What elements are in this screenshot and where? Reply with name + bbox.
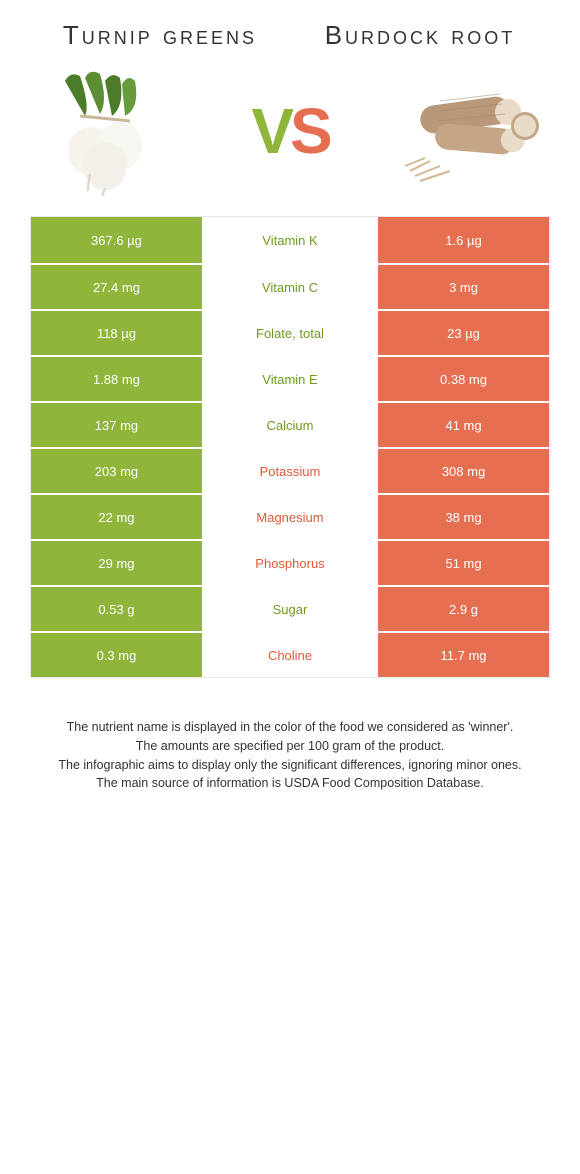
food-right-image xyxy=(390,66,550,196)
nutrient-label: Phosphorus xyxy=(202,541,378,585)
nutrient-label: Magnesium xyxy=(202,495,378,539)
footnote-line: The amounts are specified per 100 gram o… xyxy=(40,737,540,756)
nutrient-left-value: 1.88 mg xyxy=(31,357,202,401)
nutrient-left-value: 29 mg xyxy=(31,541,202,585)
hero-row: VS xyxy=(30,66,550,196)
nutrient-table: 367.6 µgVitamin K1.6 µg27.4 mgVitamin C3… xyxy=(30,216,550,678)
nutrient-label: Sugar xyxy=(202,587,378,631)
nutrient-right-value: 38 mg xyxy=(378,495,549,539)
table-row: 0.53 gSugar2.9 g xyxy=(31,585,549,631)
nutrient-right-value: 1.6 µg xyxy=(378,217,549,263)
footnote-line: The main source of information is USDA F… xyxy=(40,774,540,793)
nutrient-label: Vitamin K xyxy=(202,217,378,263)
nutrient-right-value: 23 µg xyxy=(378,311,549,355)
nutrient-left-value: 0.3 mg xyxy=(31,633,202,677)
nutrient-right-value: 51 mg xyxy=(378,541,549,585)
footnotes: The nutrient name is displayed in the co… xyxy=(30,718,550,823)
table-row: 22 mgMagnesium38 mg xyxy=(31,493,549,539)
nutrient-right-value: 0.38 mg xyxy=(378,357,549,401)
nutrient-left-value: 0.53 g xyxy=(31,587,202,631)
vs-label: VS xyxy=(251,94,328,168)
footnote-line: The infographic aims to display only the… xyxy=(40,756,540,775)
nutrient-left-value: 367.6 µg xyxy=(31,217,202,263)
nutrient-label: Folate, total xyxy=(202,311,378,355)
footnote-line: The nutrient name is displayed in the co… xyxy=(40,718,540,737)
nutrient-left-value: 118 µg xyxy=(31,311,202,355)
vs-s: S xyxy=(290,95,329,167)
food-left-image xyxy=(30,66,190,196)
table-row: 203 mgPotassium308 mg xyxy=(31,447,549,493)
nutrient-left-value: 137 mg xyxy=(31,403,202,447)
nutrient-right-value: 308 mg xyxy=(378,449,549,493)
nutrient-left-value: 27.4 mg xyxy=(31,265,202,309)
table-row: 367.6 µgVitamin K1.6 µg xyxy=(31,217,549,263)
table-row: 0.3 mgCholine11.7 mg xyxy=(31,631,549,677)
table-row: 27.4 mgVitamin C3 mg xyxy=(31,263,549,309)
nutrient-label: Vitamin C xyxy=(202,265,378,309)
table-row: 29 mgPhosphorus51 mg xyxy=(31,539,549,585)
food-left-title: Turnip greens xyxy=(43,20,277,51)
table-row: 137 mgCalcium41 mg xyxy=(31,401,549,447)
nutrient-label: Potassium xyxy=(202,449,378,493)
food-right-title: Burdock root xyxy=(303,20,537,51)
nutrient-label: Calcium xyxy=(202,403,378,447)
nutrient-right-value: 3 mg xyxy=(378,265,549,309)
table-row: 1.88 mgVitamin E0.38 mg xyxy=(31,355,549,401)
nutrient-right-value: 2.9 g xyxy=(378,587,549,631)
vs-v: V xyxy=(251,95,290,167)
nutrient-right-value: 11.7 mg xyxy=(378,633,549,677)
nutrient-left-value: 203 mg xyxy=(31,449,202,493)
table-row: 118 µgFolate, total23 µg xyxy=(31,309,549,355)
nutrient-left-value: 22 mg xyxy=(31,495,202,539)
header-row: Turnip greens Burdock root xyxy=(30,20,550,51)
nutrient-right-value: 41 mg xyxy=(378,403,549,447)
nutrient-label: Choline xyxy=(202,633,378,677)
infographic-container: Turnip greens Burdock root VS xyxy=(0,0,580,843)
nutrient-label: Vitamin E xyxy=(202,357,378,401)
